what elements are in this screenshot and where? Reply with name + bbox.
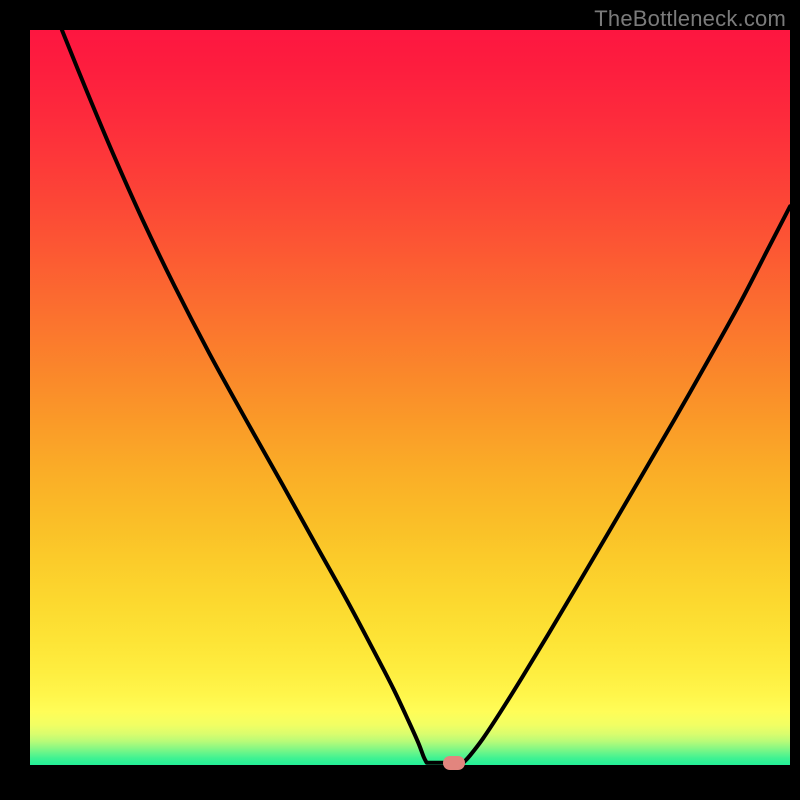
background-gradient: [30, 30, 790, 765]
chart-container: TheBottleneck.com: [0, 0, 800, 800]
optimum-marker: [443, 756, 465, 770]
watermark-text: TheBottleneck.com: [594, 6, 786, 32]
plot-area: [30, 30, 790, 765]
